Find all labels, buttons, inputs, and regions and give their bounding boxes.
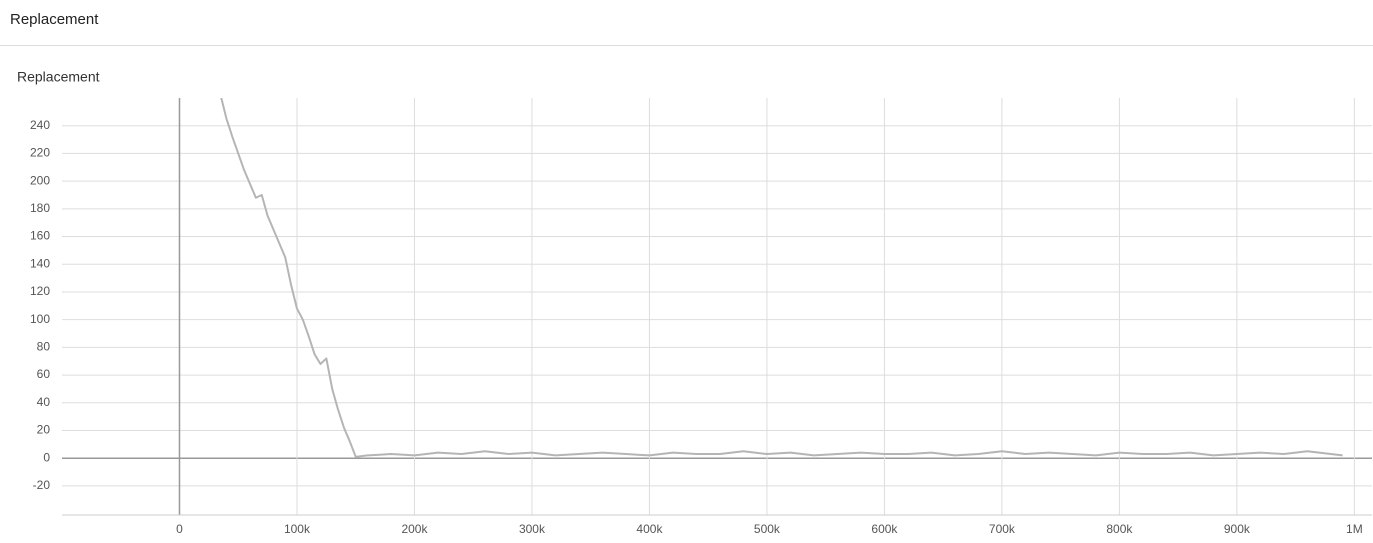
line xyxy=(220,98,1343,458)
y-tick-label: 200 xyxy=(30,173,50,187)
y-tick-label: 60 xyxy=(37,367,51,381)
plot xyxy=(220,98,1343,458)
chart-title: Replacement xyxy=(17,69,100,85)
x-tick-label: 700k xyxy=(989,522,1016,536)
x-tick-label: 900k xyxy=(1224,522,1251,536)
header-title: Replacement xyxy=(10,11,99,28)
y-tick-label: 140 xyxy=(30,256,50,270)
x-tick-label: 1M xyxy=(1346,522,1363,536)
y-tick-label: 40 xyxy=(37,395,51,409)
x-tick-label: 500k xyxy=(754,522,781,536)
y-tick-label: 120 xyxy=(30,284,50,298)
x-tick-label: 200k xyxy=(401,522,428,536)
y-tick-label: 160 xyxy=(30,229,50,243)
x-tick-label: 800k xyxy=(1106,522,1133,536)
x-tick-label: 300k xyxy=(519,522,546,536)
y-tick-label: 220 xyxy=(30,146,50,160)
y-tick-label: 180 xyxy=(30,201,50,215)
y-tick-label: 100 xyxy=(30,312,50,326)
y-tick-label: 240 xyxy=(30,118,50,132)
x-tick-label: 100k xyxy=(284,522,311,536)
x-tick-label: 400k xyxy=(636,522,663,536)
x-tick-label: 600k xyxy=(871,522,898,536)
y-tick-label: -20 xyxy=(33,478,51,492)
x-tick-label: 0 xyxy=(176,522,183,536)
y-tick-label: 0 xyxy=(43,450,50,464)
y-tick-label: 20 xyxy=(37,423,51,437)
y-tick-label: 80 xyxy=(37,340,51,354)
